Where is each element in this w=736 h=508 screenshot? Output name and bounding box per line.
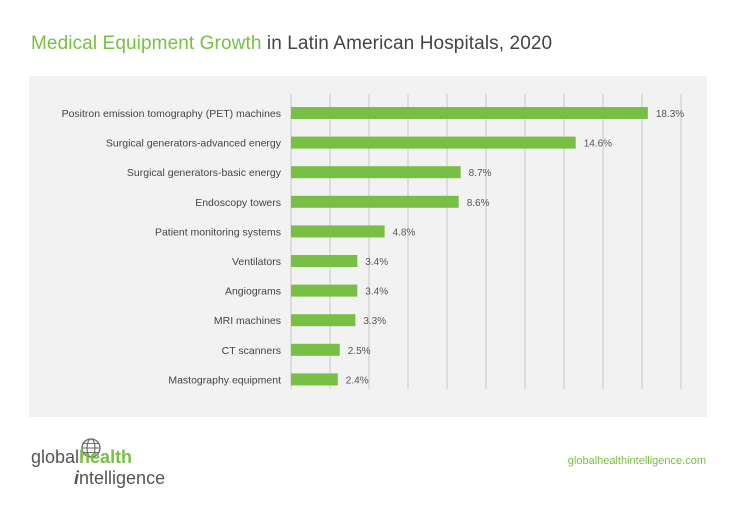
- bar: [291, 225, 385, 238]
- chart-panel: Positron emission tomography (PET) machi…: [29, 76, 707, 417]
- data-label: 2.4%: [346, 375, 369, 386]
- logo-word-ntelligence: ntelligence: [79, 468, 166, 488]
- data-label: 3.4%: [365, 257, 388, 268]
- website-link[interactable]: globalhealthintelligence.com: [567, 455, 706, 467]
- category-label: Surgical generators-basic energy: [127, 167, 282, 179]
- globe-icon: [81, 438, 101, 458]
- bar: [291, 314, 356, 327]
- category-label: CT scanners: [222, 345, 281, 357]
- category-label: Endoscopy towers: [195, 197, 281, 209]
- data-label: 2.5%: [348, 346, 371, 357]
- bar: [291, 107, 648, 119]
- bar: [291, 136, 576, 149]
- data-label: 14.6%: [584, 139, 612, 150]
- chart-title: Medical Equipment Growth in Latin Americ…: [31, 33, 552, 55]
- bar-chart: Positron emission tomography (PET) machi…: [62, 94, 684, 389]
- category-label: Mastography equipment: [168, 374, 281, 386]
- bar: [291, 195, 459, 208]
- chart-title-rest: in Latin American Hospitals, 2020: [261, 33, 553, 54]
- category-label: Surgical generators-advanced energy: [106, 138, 282, 150]
- data-label: 4.8%: [393, 227, 416, 238]
- chart-title-highlight: Medical Equipment Growth: [31, 33, 262, 54]
- data-label: 8.6%: [467, 198, 490, 209]
- category-label: Ventilators: [232, 256, 281, 268]
- bar: [291, 284, 358, 297]
- category-label: Patient monitoring systems: [155, 226, 281, 238]
- logo-word-health: health: [79, 447, 133, 467]
- logo-letter-i: i: [74, 468, 80, 488]
- data-label: 3.4%: [365, 287, 388, 298]
- category-label: Positron emission tomography (PET) machi…: [62, 108, 281, 120]
- logo-word-global: global: [31, 447, 80, 467]
- category-label: MRI machines: [214, 315, 281, 327]
- logo-line2: intelligence: [74, 469, 165, 487]
- bar: [291, 343, 340, 356]
- data-label: 8.7%: [469, 168, 492, 179]
- bar: [291, 166, 461, 179]
- bar: [291, 373, 338, 386]
- category-label: Angiograms: [225, 286, 281, 298]
- data-label: 18.3%: [656, 109, 684, 120]
- bar: [291, 255, 358, 267]
- logo-line1: globalhealth: [31, 448, 132, 466]
- data-label: 3.3%: [363, 316, 386, 327]
